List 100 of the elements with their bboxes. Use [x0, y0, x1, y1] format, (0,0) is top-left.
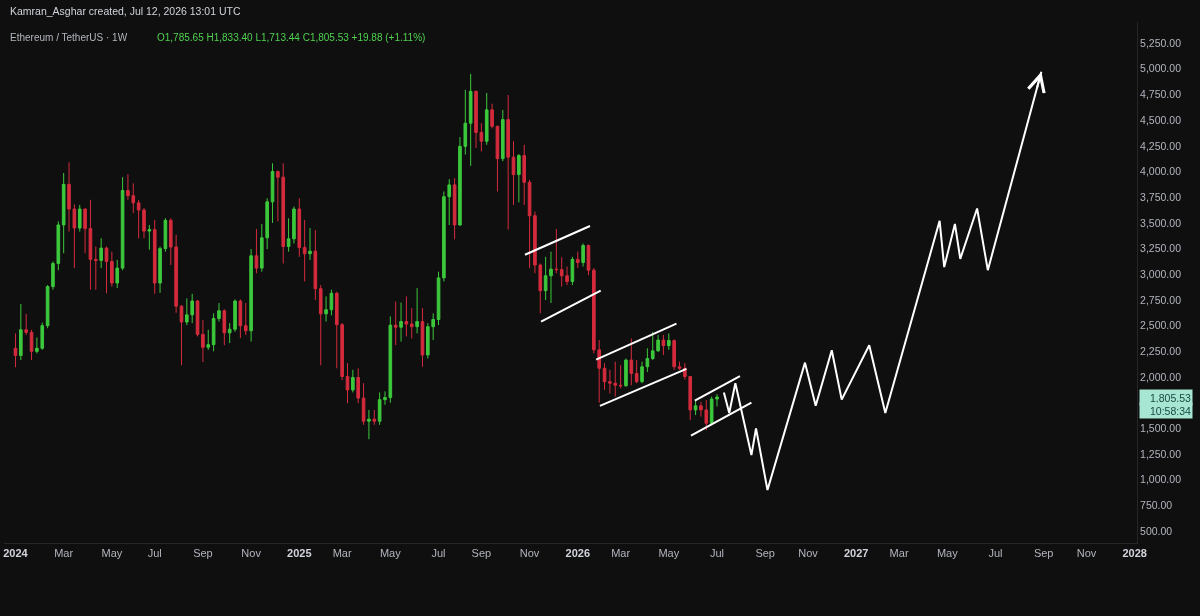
y-tick-label: 3,500.00 [1140, 216, 1182, 229]
candlestick [99, 237, 103, 269]
x-tick-label: May [658, 547, 680, 560]
candlestick [415, 287, 419, 334]
x-tick-label: 2028 [1122, 547, 1147, 560]
candlestick [243, 302, 248, 336]
candlestick [104, 246, 109, 294]
candlestick [506, 94, 510, 231]
candlestick [179, 304, 184, 366]
x-tick-label: 2026 [565, 547, 591, 560]
annotation: O1,785.65 H1,833.40 L1,713.44 C1,805.53 +19.88 (+1.11%) [157, 32, 426, 43]
candlestick [351, 369, 355, 393]
candlestick [575, 251, 580, 269]
y-tick-label: 5,250.00 [1140, 36, 1182, 49]
candlestick [624, 358, 628, 388]
x-tick-label: Nov [519, 547, 540, 560]
x-tick-label: Mar [611, 547, 631, 560]
x-tick-label: Sep [1033, 547, 1054, 560]
candlestick [468, 73, 473, 167]
candlestick [570, 256, 575, 286]
candlestick [24, 313, 28, 336]
y-tick-label: 3,250.00 [1140, 242, 1182, 255]
y-tick-label: 1,250.00 [1140, 447, 1182, 460]
x-tick-label: May [936, 547, 959, 560]
y-tick-label: 1,000.00 [1140, 473, 1182, 486]
y-tick-label: 2,250.00 [1140, 345, 1182, 358]
candlestick [618, 364, 623, 389]
candlestick [677, 361, 682, 371]
x-tick-label: Nov [241, 547, 262, 560]
text: Ethereum / TetherUS · 1W [10, 31, 128, 43]
y-tick-label: 4,250.00 [1140, 139, 1182, 152]
candlestick [452, 177, 457, 240]
candlestick [110, 251, 114, 288]
candlestick [554, 228, 559, 274]
candlestick [302, 219, 307, 282]
candlestick [152, 219, 157, 295]
x-tick-label: May [101, 547, 123, 560]
candlestick [206, 329, 211, 351]
x-tick-label: Mar [332, 547, 352, 560]
candlestick [249, 248, 253, 343]
candlestick [393, 301, 398, 346]
x-tick-label: Nov [1076, 547, 1097, 560]
candlestick [77, 204, 82, 233]
candlestick [367, 409, 371, 440]
candlestick [120, 176, 125, 271]
candlestick [517, 153, 521, 203]
candlestick [372, 409, 377, 426]
candlestick [270, 162, 275, 224]
candlestick [409, 307, 414, 339]
x-tick-label: Jul [431, 547, 446, 560]
candlestick [19, 303, 23, 361]
y-tick-label: 2,750.00 [1140, 293, 1182, 306]
y-tick-label: 3,000.00 [1140, 267, 1182, 280]
y-tick-label: 3,750.00 [1140, 190, 1182, 203]
candlestick [522, 144, 527, 206]
candlestick [581, 242, 585, 268]
candlestick [661, 334, 666, 356]
candlestick [115, 259, 120, 289]
x-tick-label: Mar [54, 547, 74, 560]
candlestick [222, 308, 227, 346]
x-tick-label: Sep [471, 547, 492, 560]
candlestick [345, 362, 350, 404]
candlestick [93, 246, 98, 291]
y-tick-label: 5,000.00 [1140, 62, 1182, 75]
y-tick-label: 4,750.00 [1140, 88, 1182, 101]
candlestick [318, 284, 323, 366]
candlestick [308, 227, 312, 261]
x-tick-label: Jul [988, 547, 1003, 560]
y-tick-label: 4,500.00 [1140, 113, 1182, 126]
x-tick-label: Sep [193, 547, 213, 560]
x-tick-label: 2024 [3, 547, 29, 560]
candlestick [500, 109, 505, 162]
x-tick-label: 2027 [844, 547, 869, 560]
x-tick-label: May [379, 547, 402, 560]
candlestick [672, 339, 676, 371]
text: 10:58:34 [1149, 404, 1191, 417]
y-tick-label: 1,500.00 [1140, 422, 1182, 435]
candlestick [666, 332, 671, 351]
candlestick [254, 228, 259, 274]
candlestick [61, 172, 66, 254]
candlestick [399, 302, 403, 343]
candlestick [356, 367, 361, 404]
y-tick-label: 2,500.00 [1140, 319, 1182, 332]
candlestick [511, 140, 516, 206]
candlestick [634, 359, 639, 384]
x-tick-label: Nov [798, 547, 819, 560]
candlestick [404, 295, 409, 337]
y-tick-label: 500.00 [1140, 524, 1173, 537]
candlestick [13, 332, 18, 368]
candlestick [484, 92, 489, 146]
candlestick [361, 382, 366, 426]
candlestick [29, 329, 34, 361]
x-tick-label: 2025 [287, 547, 312, 560]
candlestick [629, 338, 634, 386]
candlestick [693, 399, 698, 416]
y-tick-label: 750.00 [1140, 499, 1173, 512]
candlestick [313, 229, 318, 301]
x-tick-label: Mar [889, 547, 909, 560]
x-tick-label: Jul [709, 547, 725, 560]
candlestick [297, 197, 302, 258]
